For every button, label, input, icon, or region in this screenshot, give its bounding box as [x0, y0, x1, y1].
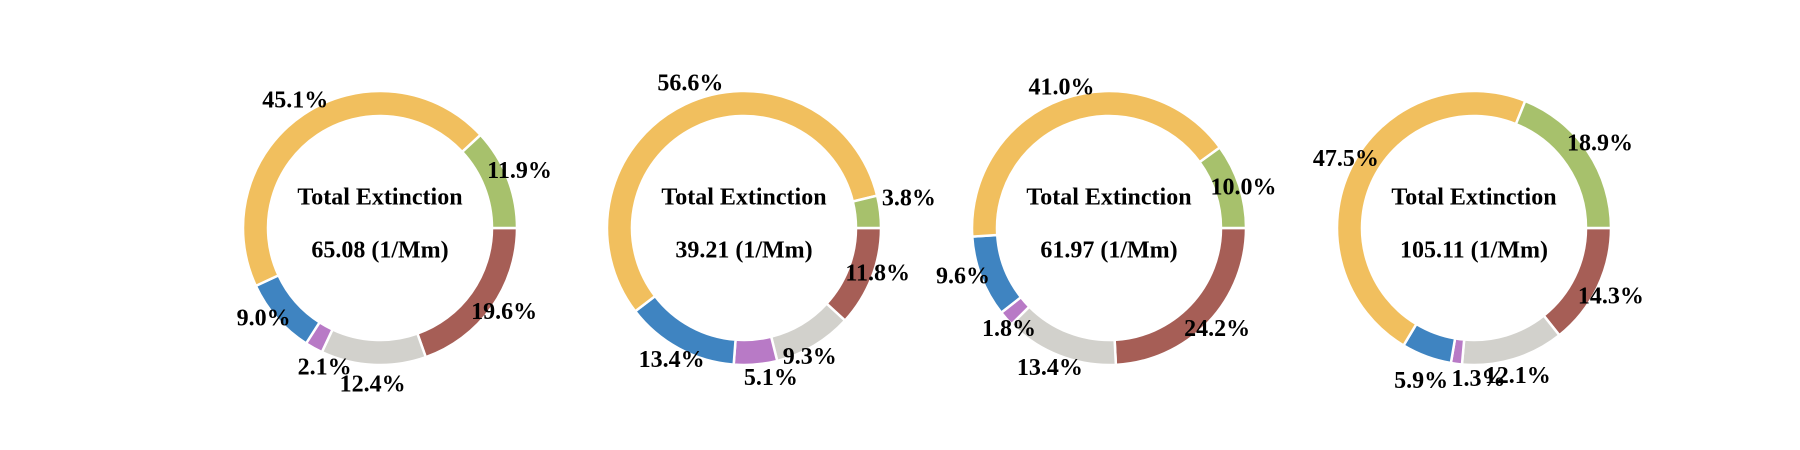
- donut-slice: [1197, 145, 1248, 230]
- slice-percentage-label: 12.1%: [1485, 363, 1551, 389]
- donut-slice: [1460, 313, 1562, 367]
- donut-chart-2: 11.8% 9.3%5.1% 13.4% 56.6% 3.8% Total Extinct…: [605, 70, 936, 391]
- donut-slice: [1514, 99, 1613, 230]
- slice-percentage-label: 9.3%: [783, 344, 837, 370]
- donut-slice: [460, 133, 519, 230]
- center-title: Total Extinction: [1026, 185, 1191, 211]
- donut-slice: [1541, 226, 1613, 337]
- slice-percentage-label: 24.2%: [1184, 316, 1250, 342]
- slice-percentage-label: 3.8%: [882, 185, 936, 211]
- slice-percentage-label: 2.1%: [298, 355, 352, 381]
- center-title: Total Extinction: [661, 185, 826, 211]
- center-total-value: 61.97 (1/Mm): [1040, 238, 1177, 264]
- slice-percentage-label: 9.6%: [936, 264, 990, 290]
- slice-percentage-label: 47.5%: [1313, 146, 1379, 172]
- slice-percentage-label: 18.9%: [1567, 130, 1633, 156]
- slice-percentage-label: 1.8%: [982, 316, 1036, 342]
- center-total-value: 105.11 (1/Mm): [1400, 238, 1548, 264]
- slice-percentage-label: 45.1%: [262, 87, 328, 113]
- center-title: Total Extinction: [297, 185, 462, 211]
- slice-percentage-label: 19.6%: [471, 299, 537, 325]
- slice-percentage-label: 5.1%: [744, 365, 798, 391]
- slice-percentage-label: 12.4%: [340, 371, 406, 397]
- donut-slice: [1335, 89, 1527, 348]
- slice-percentage-label: 14.3%: [1578, 284, 1644, 310]
- donut-slice: [851, 194, 883, 230]
- slice-percentage-label: 9.0%: [237, 306, 291, 332]
- center-title: Total Extinction: [1391, 185, 1556, 211]
- center-total-value: 39.21 (1/Mm): [675, 238, 812, 264]
- donut-chart-3: 24.2% 13.4% 1.8% 9.6% 41.0% 10.0% Total Extinc…: [936, 74, 1277, 381]
- slice-percentage-label: 10.0%: [1211, 175, 1277, 201]
- slice-percentage-label: 11.8%: [845, 261, 910, 287]
- donut-chart-1: 19.6% 12.4%2.1% 9.0% 45.1% 11.9% Total Extinc…: [237, 87, 552, 397]
- slice-percentage-label: 13.4%: [1017, 355, 1083, 381]
- slice-percentage-label: 56.6%: [657, 70, 723, 96]
- donut-slice: [970, 89, 1222, 238]
- slice-percentage-label: 11.9%: [487, 158, 552, 184]
- center-total-value: 65.08 (1/Mm): [311, 238, 448, 264]
- donut-chart-4: 14.3% 12.1%1.3%5.9% 47.5% 18.9% Total Extinc…: [1313, 89, 1644, 394]
- slice-percentage-label: 1.3%: [1451, 366, 1505, 392]
- slice-percentage-label: 5.9%: [1394, 368, 1448, 394]
- slice-percentage-label: 41.0%: [1029, 74, 1095, 100]
- donut-slice: [732, 335, 779, 367]
- slice-percentage-label: 13.4%: [639, 347, 705, 373]
